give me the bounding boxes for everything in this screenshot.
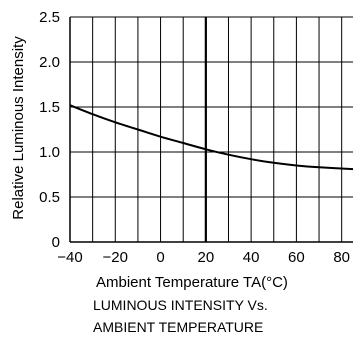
x-axis-title: Ambient Temperature TA(°C) [96,274,288,291]
series-group [69,104,354,171]
x-tick-label: 40 [243,249,260,266]
grid-lines [70,16,353,242]
x-tick-label: 0 [156,249,164,266]
caption-line-1: LUMINOUS INTENSITY Vs. [93,297,268,313]
y-tick-labels: 0 0.5 1.0 1.5 2.0 2.5 [39,9,60,251]
plot-frame [69,17,353,243]
x-tick-labels: −40 −20 0 20 40 60 80 [57,249,350,266]
x-tick-label: 80 [333,249,350,266]
y-tick-label: 0 [52,234,60,251]
caption-line-2: AMBIENT TEMPERATURE [93,319,263,335]
series-line [69,104,354,171]
y-tick-label: 2.5 [39,9,60,26]
y-tick-label: 0.5 [39,189,60,206]
x-tick-label: −40 [57,249,82,266]
y-tick-label: 2.0 [39,54,60,71]
y-tick-label: 1.5 [39,99,60,116]
y-axis-title: Relative Luminous Intensity [10,36,27,220]
x-tick-label: 20 [197,249,214,266]
x-tick-label: 60 [288,249,305,266]
x-tick-label: −20 [103,249,128,266]
y-tick-label: 1.0 [39,144,60,161]
